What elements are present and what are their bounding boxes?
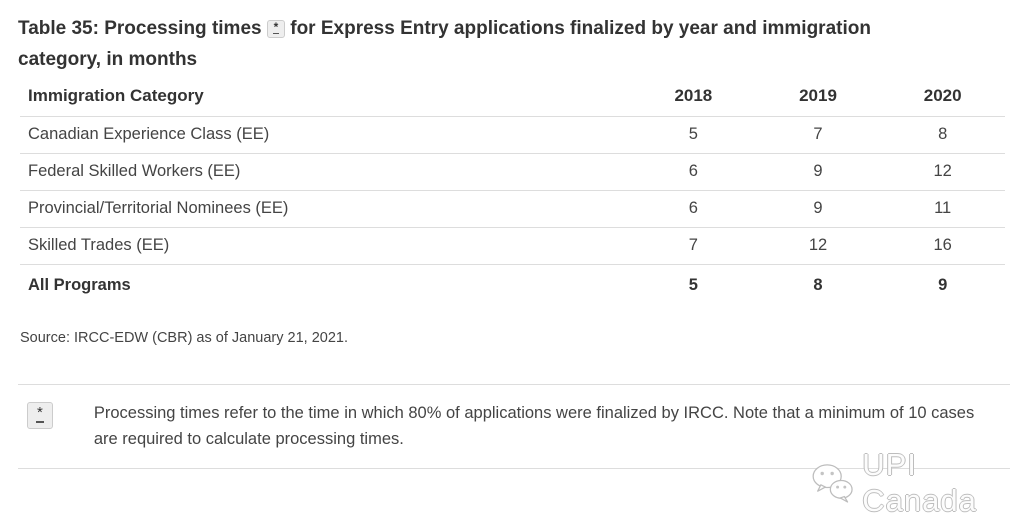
watermark: UPI Canada (810, 447, 1024, 519)
value-cell: 9 (938, 276, 948, 294)
value-cell: 7 (755, 116, 881, 154)
footnote-link[interactable]: * (266, 20, 286, 38)
category-cell: Skilled Trades (EE) (20, 227, 632, 265)
asterisk-footnote-icon: * (272, 20, 280, 34)
table-row: Canadian Experience Class (EE) 5 7 8 (20, 116, 1005, 154)
column-header-2020: 2020 (880, 79, 1005, 117)
processing-times-table: Immigration Category 2018 2019 2020 Cana… (20, 79, 1005, 304)
category-cell: All Programs (28, 276, 131, 294)
divider (18, 468, 1010, 469)
value-cell: 6 (631, 153, 756, 191)
value-cell: 11 (880, 190, 1005, 228)
category-cell: Canadian Experience Class (EE) (20, 116, 632, 154)
watermark-label: UPI Canada (862, 447, 977, 518)
column-header-2019: 2019 (755, 79, 881, 117)
category-cell: Provincial/Territorial Nominees (EE) (20, 190, 632, 228)
footnote-text: Processing times refer to the time in wh… (93, 404, 975, 448)
footnote-return-link[interactable]: * (27, 402, 53, 429)
asterisk-footnote-icon: * (36, 404, 44, 423)
table-row: Provincial/Territorial Nominees (EE) 6 9… (20, 190, 1005, 228)
value-cell: 5 (688, 276, 698, 294)
column-header-category: Immigration Category (20, 79, 632, 117)
page-title: Table 35: Processing times * for Express E… (18, 13, 930, 75)
source-note: Source: IRCC-EDW (CBR) as of January 21,… (20, 330, 348, 346)
wechat-icon (812, 464, 853, 503)
table-header-row: Immigration Category 2018 2019 2020 (20, 79, 1005, 117)
value-cell: 16 (880, 227, 1005, 265)
category-cell: Federal Skilled Workers (EE) (20, 153, 632, 191)
table-row: Skilled Trades (EE) 7 12 16 (20, 227, 1005, 265)
value-cell: 12 (880, 153, 1005, 191)
table-row-total: All Programs 5 8 9 (20, 265, 1005, 305)
title-prefix: Table 35: Processing times (18, 18, 262, 39)
footnote-section: * Processing times refer to the time in … (27, 400, 1024, 452)
table-row: Federal Skilled Workers (EE) 6 9 12 (20, 153, 1005, 191)
divider (18, 384, 1010, 385)
title-suffix: for Express Entry applications finalized… (18, 18, 871, 70)
value-cell: 6 (631, 190, 756, 228)
value-cell: 7 (631, 227, 756, 265)
column-header-2018: 2018 (631, 79, 756, 117)
value-cell: 8 (813, 276, 823, 294)
value-cell: 9 (755, 190, 881, 228)
value-cell: 5 (631, 116, 756, 154)
value-cell: 8 (880, 116, 1005, 154)
value-cell: 12 (755, 227, 881, 265)
report-page: Table 35: Processing times * for Express E… (0, 13, 1024, 518)
value-cell: 9 (755, 153, 881, 191)
